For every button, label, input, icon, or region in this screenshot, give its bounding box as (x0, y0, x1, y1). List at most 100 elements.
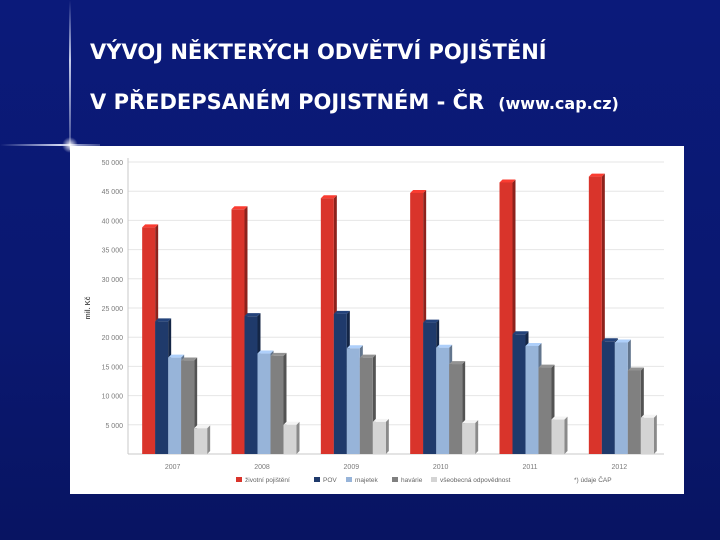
slide-title-source: (www.cap.cz) (498, 94, 619, 113)
bar-top (142, 224, 159, 228)
bar-top (436, 344, 453, 348)
bar-top (320, 195, 337, 199)
bar-top (601, 338, 618, 342)
y-tick-label: 15 000 (102, 364, 124, 371)
x-tick-label: 2011 (522, 464, 537, 471)
y-axis-label: mil. Kč (85, 296, 92, 319)
bar (627, 370, 641, 454)
y-tick-label: 20 000 (102, 335, 124, 342)
bar-top (512, 331, 529, 335)
bar (640, 417, 654, 454)
bar-top (449, 361, 466, 365)
bar (538, 367, 552, 454)
x-tick-label: 2008 (254, 464, 270, 471)
legend-label: POV (323, 477, 337, 484)
legend-swatch (392, 477, 398, 482)
bar (601, 341, 615, 454)
bar (142, 227, 156, 454)
bar (512, 334, 526, 454)
y-tick-label: 50 000 (102, 160, 124, 167)
y-tick-label: 5 000 (105, 423, 123, 430)
legend-label: majetek (355, 477, 379, 484)
slide-title-main: V PŘEDEPSANÉM POJISTNÉM - ČR (90, 90, 485, 114)
bar-top (257, 350, 274, 354)
bar (462, 423, 476, 454)
bar-chart: 5 000 10 000 15 000 20 000 25 000 30 000 35 00… (85, 158, 664, 484)
bar-top (640, 414, 657, 418)
y-tick-label: 35 000 (102, 248, 124, 255)
bar (320, 198, 334, 454)
bar (436, 347, 450, 454)
bar (372, 421, 386, 454)
bar (359, 357, 373, 454)
chart-footnote: *) údaje ČAP (574, 475, 612, 484)
bar (449, 364, 463, 454)
legend-swatch (431, 477, 437, 482)
bar-top (359, 354, 376, 358)
bar-side (385, 418, 389, 454)
legend-swatch (236, 477, 242, 482)
bar-top (627, 367, 644, 371)
bar (333, 313, 347, 454)
bar (168, 357, 182, 454)
bar (499, 182, 513, 454)
y-tick-label: 30 000 (102, 277, 124, 284)
bar (423, 322, 437, 454)
bar (270, 355, 284, 454)
y-tick-label: 10 000 (102, 394, 124, 401)
bar-top (283, 421, 300, 425)
bar (283, 424, 297, 454)
bar-top (346, 345, 363, 349)
bar-top (462, 420, 479, 424)
bar-top (525, 342, 542, 346)
bar (588, 176, 602, 454)
bar-top (333, 310, 350, 314)
bar-top (244, 313, 261, 317)
bar (244, 316, 258, 454)
y-tick-label: 25 000 (102, 306, 124, 313)
bar (346, 348, 360, 454)
bar-top (588, 173, 605, 177)
bar-top (423, 319, 440, 323)
bar (231, 209, 245, 454)
x-tick-label: 2010 (433, 464, 449, 471)
bar-side (653, 414, 657, 454)
bar-top (155, 318, 172, 322)
chart-panel: 5 000 10 000 15 000 20 000 25 000 30 000 35 00… (70, 146, 684, 494)
slide-title-line-2: V PŘEDEPSANÉM POJISTNÉM - ČR (www.cap.cz) (90, 90, 619, 114)
x-tick-label: 2007 (165, 464, 181, 471)
bar-top (551, 416, 568, 420)
y-tick-label: 45 000 (102, 189, 124, 196)
bar-top (270, 352, 287, 356)
decorative-horizontal-line (0, 144, 100, 146)
x-tick-label: 2009 (344, 464, 360, 471)
bar (551, 419, 565, 454)
bar-top (194, 425, 211, 429)
bar (614, 342, 628, 454)
bar (525, 345, 539, 454)
bar-top (168, 354, 185, 358)
bar (194, 428, 208, 454)
bar (257, 353, 271, 454)
legend-swatch (314, 477, 320, 482)
legend-swatch (346, 477, 352, 482)
bar-top (614, 339, 631, 343)
legend-label: všeobecná odpovědnost (440, 477, 511, 484)
y-tick-label: 40 000 (102, 218, 124, 225)
legend-label: havárie (401, 477, 423, 484)
decorative-vertical-line (69, 0, 71, 150)
bar-top (538, 364, 555, 368)
slide-title-line-1: VÝVOJ NĚKTERÝCH ODVĚTVÍ POJIŠTĚNÍ (90, 40, 547, 64)
bar-top (499, 179, 516, 183)
bar (155, 321, 169, 454)
bar (181, 360, 195, 454)
bar-side (564, 416, 568, 454)
legend-label: životní pojištění (245, 477, 290, 484)
bar-side (475, 420, 479, 454)
bar-top (231, 206, 248, 210)
bar-side (207, 425, 211, 454)
bar (410, 192, 424, 454)
x-tick-label: 2012 (612, 464, 628, 471)
bar-side (296, 421, 300, 454)
bar-top (410, 189, 427, 193)
